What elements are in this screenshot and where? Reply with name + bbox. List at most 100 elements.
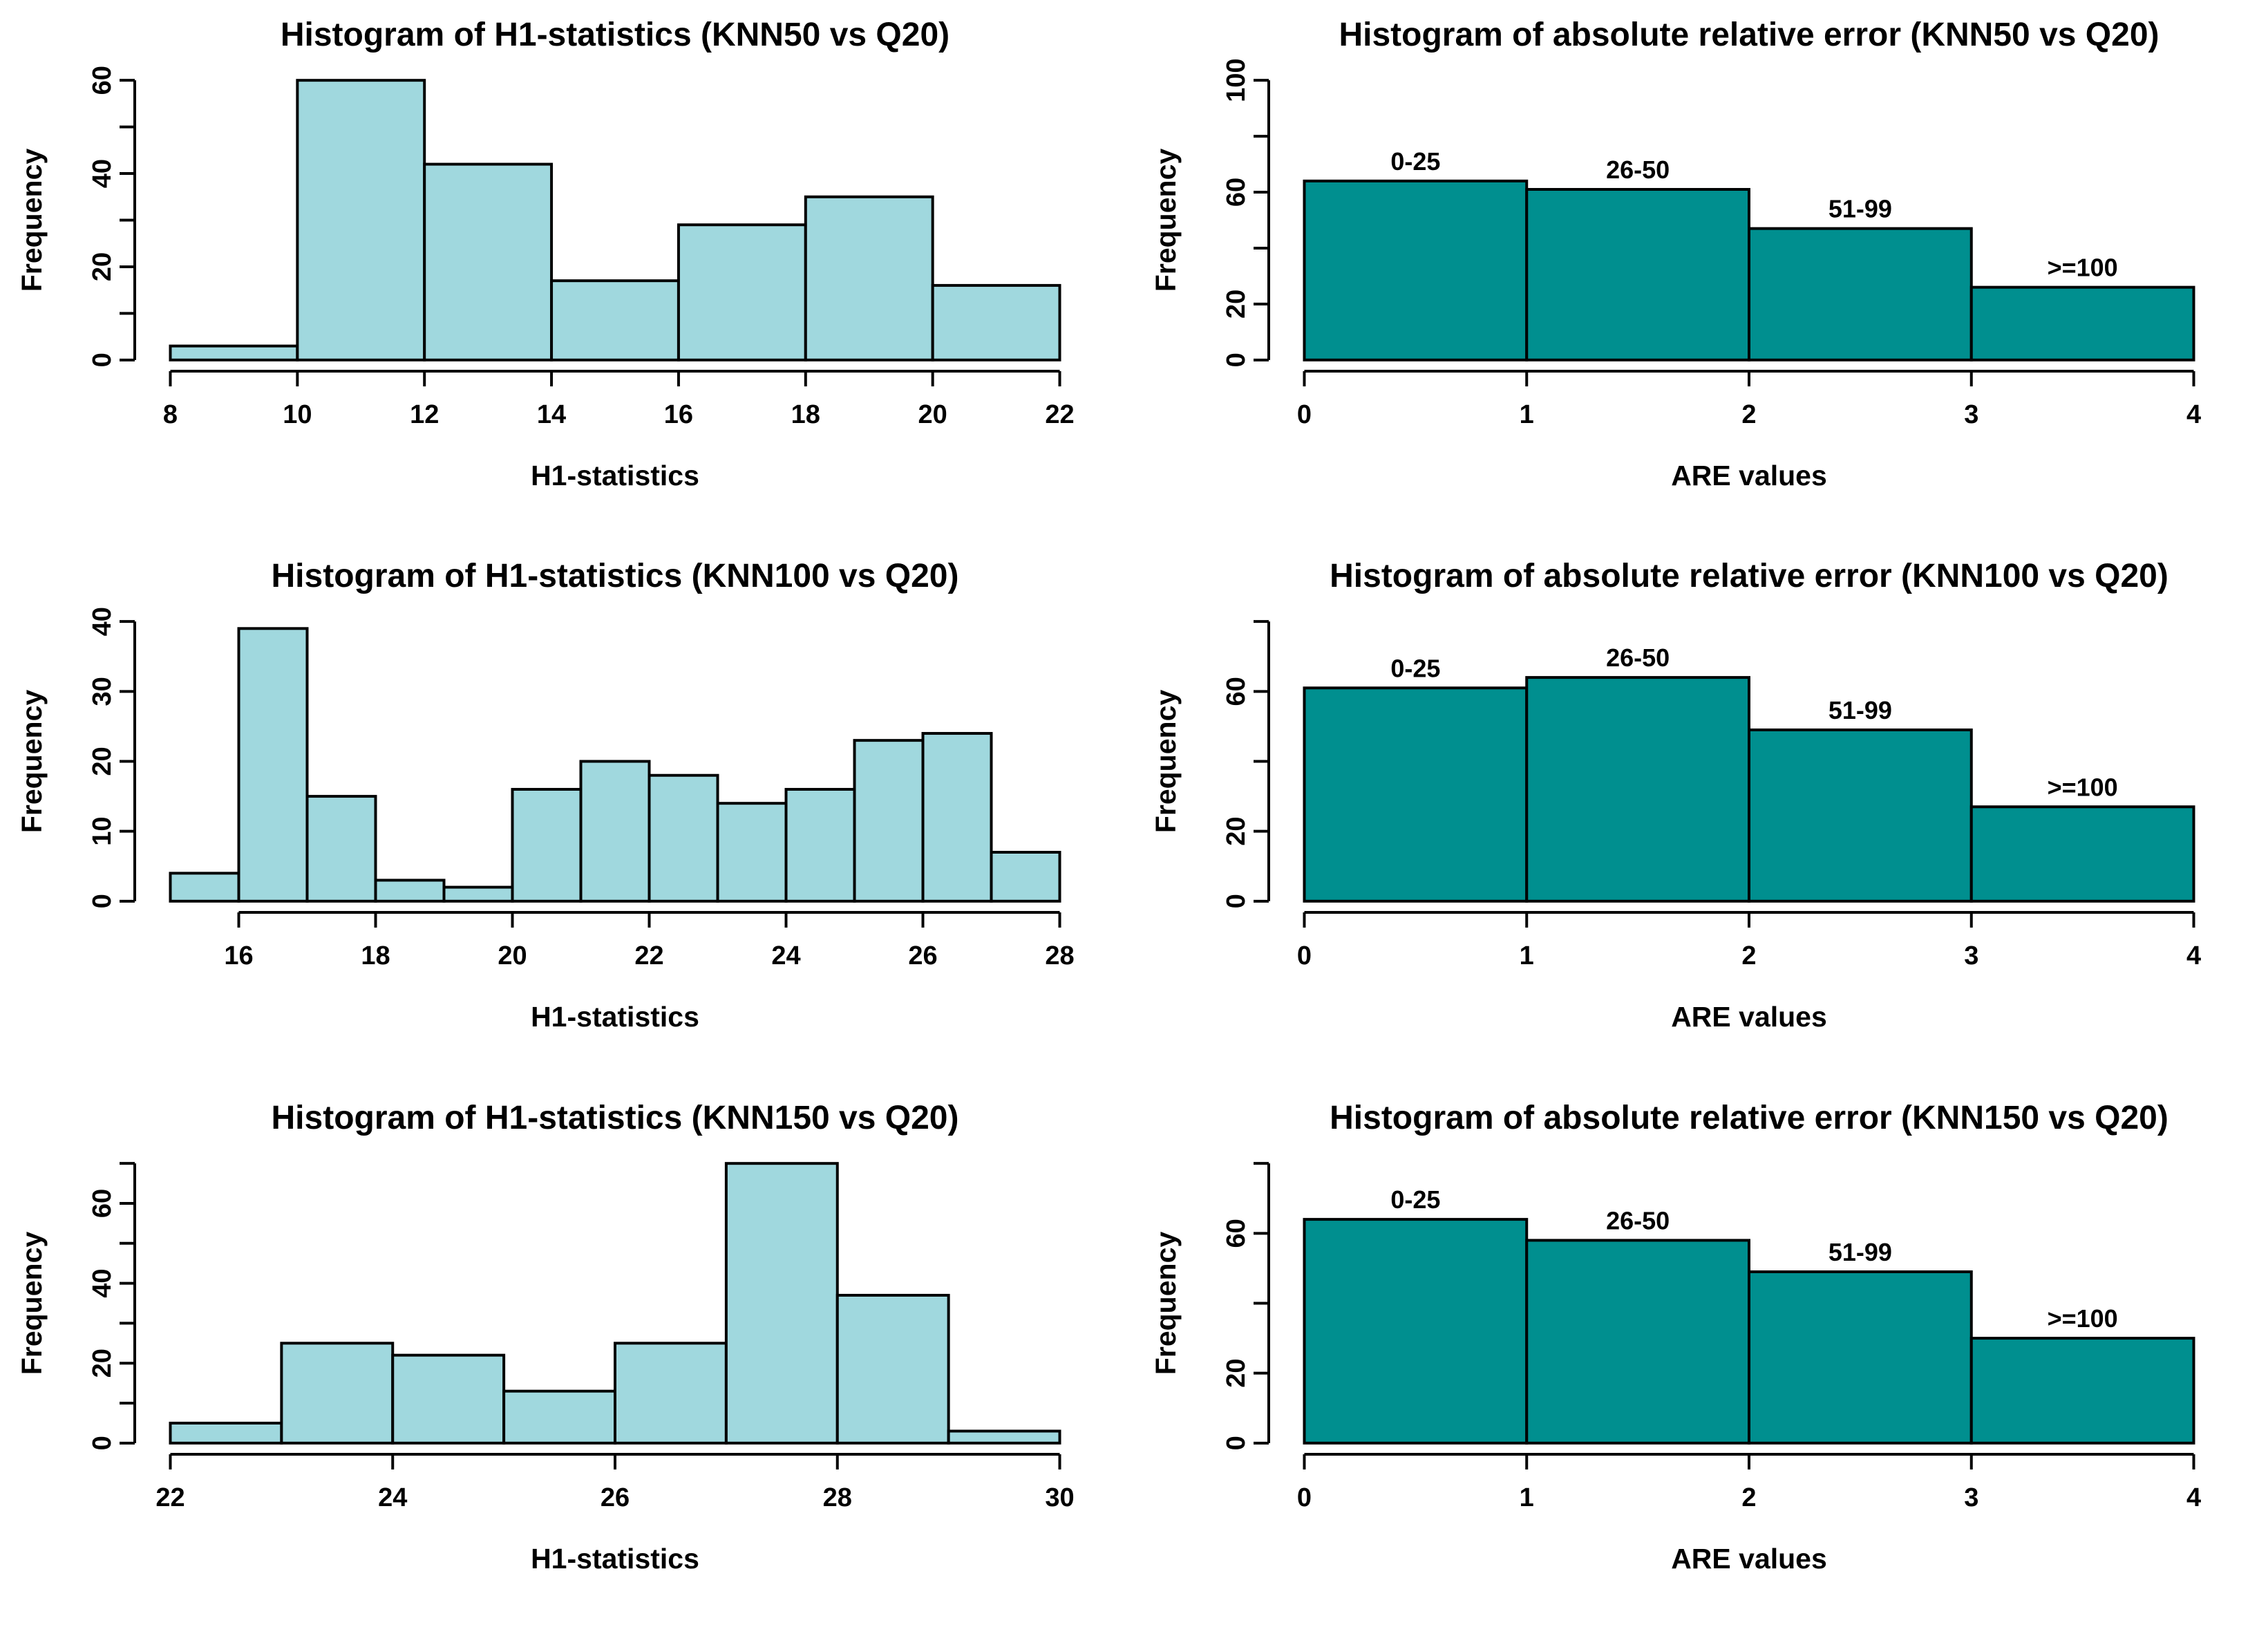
y-tick-label: 60	[1222, 677, 1251, 706]
x-axis-label: H1-statistics	[531, 1001, 699, 1033]
chart-title: Histogram of H1-statistics (KNN150 vs Q2…	[272, 1100, 959, 1136]
histogram-bar	[502, 1389, 616, 1445]
histogram-bar	[931, 283, 1061, 361]
histogram-bar	[169, 1421, 283, 1445]
histogram-bars: 0-25 26-50 51-99 >=100	[1303, 644, 2195, 903]
x-axis: 0 1 2 3 4	[1297, 1453, 2201, 1512]
histogram-bar	[853, 739, 925, 903]
y-axis: 0 10 20 30 40	[88, 607, 136, 908]
x-tick-label: 1	[1520, 1483, 1534, 1512]
x-tick-label: 3	[1964, 400, 1978, 429]
histogram-bars	[169, 627, 1061, 903]
chart-title: Histogram of absolute relative error (KN…	[1339, 17, 2159, 53]
x-tick-label: 12	[410, 400, 439, 429]
x-tick-label: 20	[918, 400, 947, 429]
bar-range-label: 0-25	[1390, 1185, 1440, 1214]
y-axis-label: Frequency	[1150, 690, 1182, 834]
chart-panel-are-knn100: Histogram of absolute relative error (KN…	[1134, 541, 2268, 1083]
histogram-bar	[648, 773, 719, 903]
x-tick-label: 3	[1964, 1483, 1978, 1512]
histogram-bar	[921, 732, 993, 903]
histogram-bar	[237, 627, 309, 903]
histogram-bar	[1969, 805, 2195, 903]
x-tick-label: 0	[1297, 1483, 1312, 1512]
x-axis: 8 10 12 14 16 18 20 22	[163, 370, 1075, 429]
x-tick-label: 2	[1741, 941, 1756, 970]
y-tick-label: 60	[1222, 178, 1251, 207]
x-axis: 0 1 2 3 4	[1297, 911, 2201, 970]
x-tick-label: 22	[1045, 400, 1074, 429]
chart-are-knn50: Histogram of absolute relative error (KN…	[1150, 17, 2201, 491]
x-axis: 16 18 20 22 24 26 28	[224, 911, 1075, 970]
histogram-bars: 0-25 26-50 51-99 >=100	[1303, 147, 2195, 361]
y-tick-label: 100	[1222, 58, 1251, 102]
x-axis-label: H1-statistics	[531, 1543, 699, 1575]
x-tick-label: 22	[634, 941, 663, 970]
bar-range-label: 51-99	[1828, 195, 1892, 223]
x-axis-label: ARE values	[1671, 460, 1827, 491]
y-axis-label: Frequency	[16, 690, 48, 834]
chart-panel-h1-knn50: Histogram of H1-statistics (KNN50 vs Q20…	[0, 0, 1134, 541]
histogram-bar	[835, 1293, 950, 1445]
x-axis: 0 1 2 3 4	[1297, 370, 2201, 429]
chart-panel-are-knn150: Histogram of absolute relative error (KN…	[1134, 1083, 2268, 1625]
x-tick-label: 18	[361, 941, 390, 970]
histogram-bars	[169, 1162, 1061, 1445]
y-axis: 0 20 60 100	[1222, 58, 1270, 367]
histogram-bar	[1525, 676, 1750, 903]
x-tick-label: 4	[2186, 400, 2201, 429]
bar-range-label: >=100	[2048, 1304, 2118, 1333]
histogram-bar	[511, 787, 583, 903]
y-axis-label: Frequency	[1150, 149, 1182, 292]
y-tick-label: 20	[1222, 1359, 1251, 1388]
x-tick-label: 26	[601, 1483, 630, 1512]
y-axis: 0 20 40 60	[88, 66, 136, 367]
histogram-bar	[947, 1429, 1061, 1445]
histogram-bar	[1525, 1239, 1750, 1445]
y-tick-label: 10	[88, 817, 117, 846]
chart-title: Histogram of absolute relative error (KN…	[1330, 1100, 2168, 1136]
histogram-bar	[305, 795, 377, 903]
bar-range-label: 0-25	[1390, 654, 1440, 682]
x-tick-label: 28	[823, 1483, 852, 1512]
chart-h1-knn50: Histogram of H1-statistics (KNN50 vs Q20…	[16, 17, 1075, 491]
bar-range-label: 26-50	[1606, 1206, 1670, 1234]
bar-range-label: 51-99	[1828, 696, 1892, 724]
y-tick-label: 0	[1222, 894, 1251, 908]
x-tick-label: 10	[283, 400, 312, 429]
y-axis: 0 20 60	[1222, 620, 1270, 908]
histogram-bar	[169, 872, 240, 903]
bar-range-label: 26-50	[1606, 156, 1670, 184]
chart-h1-knn150: Histogram of H1-statistics (KNN150 vs Q2…	[16, 1100, 1075, 1575]
x-tick-label: 14	[537, 400, 566, 429]
y-tick-label: 30	[88, 677, 117, 706]
chart-are-knn150: Histogram of absolute relative error (KN…	[1150, 1100, 2201, 1575]
histogram-bar	[804, 195, 934, 361]
y-tick-label: 40	[88, 159, 117, 188]
histogram-bars	[169, 79, 1061, 361]
histogram-bar	[442, 885, 514, 903]
histogram-bar	[716, 802, 788, 903]
x-tick-label: 28	[1045, 941, 1074, 970]
histogram-bar	[169, 344, 299, 361]
y-tick-label: 0	[1222, 353, 1251, 367]
histogram-bar	[1748, 728, 1973, 903]
histogram-bar	[296, 79, 426, 361]
y-tick-label: 20	[1222, 290, 1251, 319]
x-tick-label: 24	[771, 941, 800, 970]
x-axis: 22 24 26 28 30	[155, 1453, 1075, 1512]
x-tick-label: 2	[1741, 1483, 1756, 1512]
x-tick-label: 26	[908, 941, 937, 970]
histogram-bar	[1748, 1270, 1973, 1445]
bar-range-label: 26-50	[1606, 644, 1670, 672]
chart-title: Histogram of H1-statistics (KNN50 vs Q20…	[281, 17, 949, 53]
bar-range-label: 51-99	[1828, 1238, 1892, 1266]
chart-panel-h1-knn100: Histogram of H1-statistics (KNN100 vs Q2…	[0, 541, 1134, 1083]
y-tick-label: 40	[88, 607, 117, 636]
histogram-bar	[1969, 285, 2195, 361]
x-tick-label: 8	[163, 400, 178, 429]
histogram-bar	[1303, 1218, 1529, 1445]
chart-title: Histogram of absolute relative error (KN…	[1330, 558, 2168, 594]
histogram-bar	[1303, 686, 1529, 903]
